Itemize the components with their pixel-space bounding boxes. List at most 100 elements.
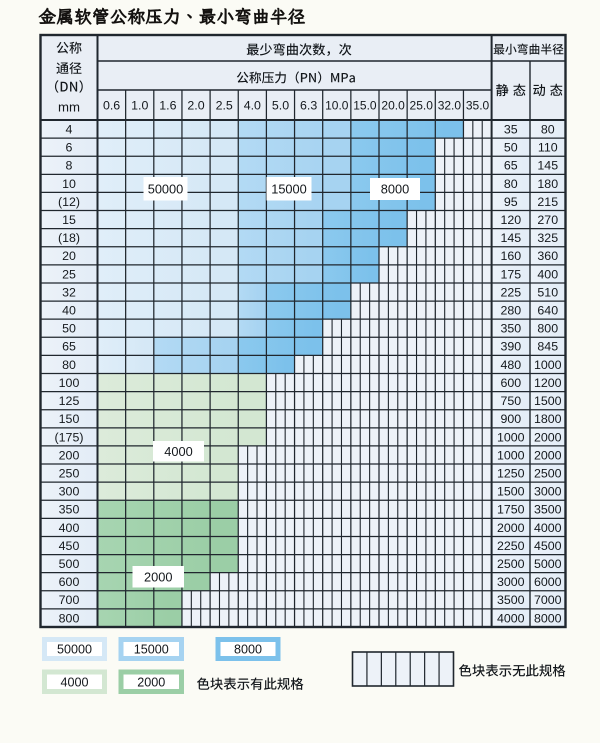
svg-text:2.0: 2.0	[187, 99, 204, 113]
svg-text:10.0: 10.0	[325, 99, 349, 113]
svg-text:2500: 2500	[497, 557, 525, 571]
svg-text:400: 400	[537, 267, 558, 281]
svg-text:325: 325	[537, 231, 558, 245]
svg-text:510: 510	[537, 285, 558, 299]
svg-text:280: 280	[500, 304, 521, 318]
svg-text:300: 300	[59, 485, 80, 499]
svg-text:25: 25	[62, 267, 76, 281]
svg-text:150: 150	[59, 412, 80, 426]
svg-text:8: 8	[66, 159, 73, 173]
svg-text:2250: 2250	[497, 539, 525, 553]
svg-text:700: 700	[59, 593, 80, 607]
svg-text:4500: 4500	[534, 539, 562, 553]
svg-text:1.0: 1.0	[131, 99, 148, 113]
svg-text:80: 80	[62, 358, 76, 372]
svg-text:50: 50	[62, 322, 76, 336]
svg-text:8000: 8000	[234, 643, 262, 657]
svg-text:35: 35	[504, 122, 518, 136]
svg-text:65: 65	[504, 159, 518, 173]
svg-text:15: 15	[62, 213, 76, 227]
svg-text:15000: 15000	[134, 643, 169, 657]
svg-text:145: 145	[537, 159, 558, 173]
svg-text:6: 6	[66, 141, 73, 155]
svg-text:80: 80	[504, 177, 518, 191]
svg-text:500: 500	[59, 557, 80, 571]
svg-text:50000: 50000	[57, 643, 92, 657]
svg-text:4: 4	[66, 122, 73, 136]
svg-text:390: 390	[500, 340, 521, 354]
svg-text:750: 750	[500, 394, 521, 408]
svg-text:50000: 50000	[148, 181, 184, 196]
svg-text:270: 270	[537, 213, 558, 227]
svg-text:(175): (175)	[55, 430, 84, 444]
svg-text:145: 145	[500, 231, 521, 245]
svg-text:180: 180	[537, 177, 558, 191]
svg-text:800: 800	[59, 611, 80, 625]
svg-text:2000: 2000	[497, 521, 525, 535]
svg-text:40: 40	[62, 304, 76, 318]
svg-text:1200: 1200	[534, 376, 562, 390]
svg-text:175: 175	[500, 267, 521, 281]
svg-text:(18): (18)	[58, 231, 80, 245]
svg-text:2.5: 2.5	[216, 99, 233, 113]
svg-text:6000: 6000	[534, 575, 562, 589]
svg-text:2000: 2000	[144, 569, 172, 584]
svg-text:1800: 1800	[534, 412, 562, 426]
svg-text:1750: 1750	[497, 503, 525, 517]
svg-text:mm: mm	[58, 99, 80, 114]
svg-text:35.0: 35.0	[466, 99, 490, 113]
svg-text:8000: 8000	[534, 611, 562, 625]
svg-text:4000: 4000	[534, 521, 562, 535]
svg-text:6.3: 6.3	[300, 99, 317, 113]
svg-text:4000: 4000	[164, 444, 192, 459]
svg-text:(12): (12)	[58, 195, 80, 209]
svg-text:110: 110	[538, 141, 558, 155]
svg-text:215: 215	[537, 195, 558, 209]
svg-text:100: 100	[59, 376, 80, 390]
svg-text:20: 20	[62, 249, 76, 263]
svg-text:2000: 2000	[137, 675, 165, 689]
svg-text:1500: 1500	[497, 485, 525, 499]
svg-text:350: 350	[500, 322, 521, 336]
svg-text:2000: 2000	[534, 448, 562, 462]
svg-text:1000: 1000	[534, 358, 562, 372]
svg-text:3000: 3000	[534, 485, 562, 499]
svg-text:400: 400	[59, 521, 80, 535]
svg-text:20.0: 20.0	[381, 99, 405, 113]
svg-text:1000: 1000	[497, 448, 525, 462]
svg-text:7000: 7000	[534, 593, 562, 607]
svg-text:10: 10	[62, 177, 76, 191]
svg-text:5000: 5000	[534, 557, 562, 571]
svg-text:2000: 2000	[534, 430, 562, 444]
svg-text:800: 800	[537, 322, 558, 336]
svg-text:4000: 4000	[497, 611, 525, 625]
svg-text:450: 450	[59, 539, 80, 553]
svg-text:480: 480	[500, 358, 521, 372]
svg-text:15.0: 15.0	[353, 99, 377, 113]
svg-text:640: 640	[537, 304, 558, 318]
svg-text:600: 600	[500, 376, 521, 390]
svg-text:1250: 1250	[497, 466, 525, 480]
svg-text:0.6: 0.6	[103, 99, 120, 113]
svg-text:200: 200	[59, 448, 80, 462]
svg-text:2500: 2500	[534, 466, 562, 480]
svg-text:360: 360	[537, 249, 558, 263]
svg-text:160: 160	[500, 249, 521, 263]
svg-text:4000: 4000	[60, 675, 88, 689]
svg-text:1.6: 1.6	[159, 99, 176, 113]
svg-text:1500: 1500	[534, 394, 562, 408]
svg-text:3500: 3500	[497, 593, 525, 607]
svg-text:32.0: 32.0	[438, 99, 462, 113]
svg-text:15000: 15000	[271, 181, 307, 196]
svg-text:50: 50	[504, 141, 518, 155]
svg-text:845: 845	[537, 340, 558, 354]
svg-text:900: 900	[500, 412, 521, 426]
svg-text:125: 125	[59, 394, 80, 408]
svg-text:120: 120	[500, 213, 521, 227]
svg-text:225: 225	[500, 285, 521, 299]
svg-text:3000: 3000	[497, 575, 525, 589]
svg-text:3500: 3500	[534, 503, 562, 517]
svg-text:5.0: 5.0	[272, 99, 289, 113]
svg-text:600: 600	[59, 575, 80, 589]
svg-text:32: 32	[62, 285, 76, 299]
